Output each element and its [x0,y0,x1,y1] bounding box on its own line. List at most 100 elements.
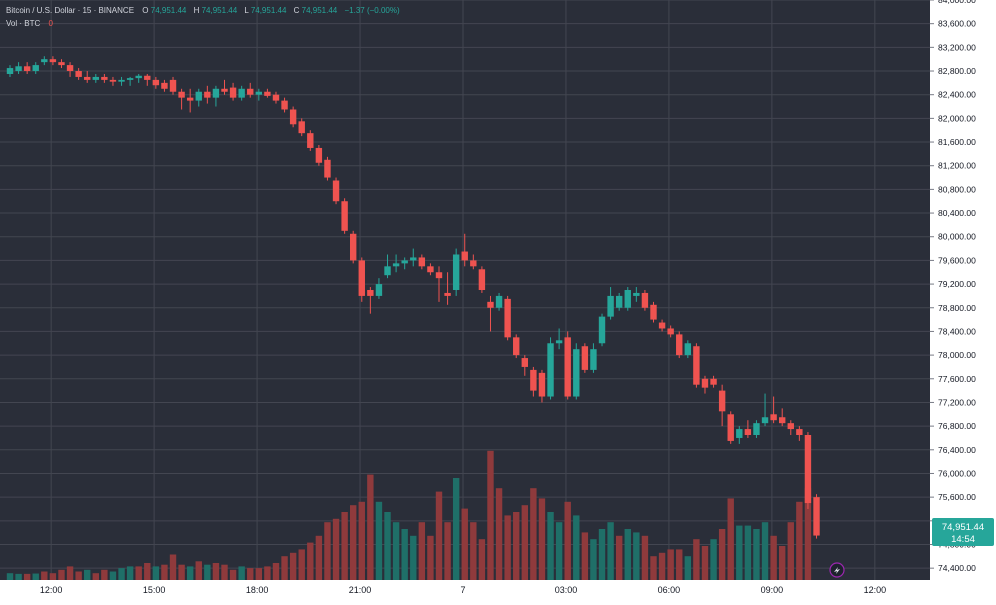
volume-bar [109,571,117,580]
candle-body [152,79,160,86]
candle-body [530,369,537,391]
candle-body [264,91,271,96]
volume-bar [255,568,263,580]
volume-bar [779,546,786,580]
x-tick-label: 06:00 [658,585,681,595]
y-tick-label: 82,400.00 [938,90,976,100]
y-tick-label: 78,800.00 [938,303,976,313]
candle-body [487,301,494,308]
candle-body [229,87,237,98]
volume-bar [452,478,460,580]
volume-bar [66,566,74,580]
candle-body [461,251,468,261]
volume-bar [341,512,348,580]
candle-body [573,349,580,397]
candle-body [58,62,65,66]
volume-bar [41,571,48,580]
volume-bar [247,568,254,580]
candle-body [564,337,571,397]
candle-body [144,75,151,80]
candle-body [701,378,709,388]
volume-bar [796,501,803,580]
candle-body [178,91,185,98]
legend-high-label: H [194,6,200,15]
candle-body [375,284,383,296]
candle-body [667,328,674,335]
candle-body [538,372,546,397]
volume-bar [307,542,314,580]
y-tick-label: 82,800.00 [938,66,976,76]
volume-bar [555,522,563,580]
volume-bar [49,573,57,580]
candle-body [444,292,451,296]
candle-body [693,346,700,385]
candle-body [186,97,194,101]
candle-body [204,91,211,98]
volume-bar [384,512,391,580]
legend-low-value: 74,951.44 [251,6,287,15]
candle-body [118,79,125,82]
volume-bar [658,552,666,580]
candle-body [581,346,589,370]
volume-bar [92,573,99,580]
volume-bar [718,529,726,580]
volume-bar [212,563,220,580]
volume-bar [641,535,649,580]
y-tick-label: 77,200.00 [938,397,976,407]
candle-body [633,292,640,296]
volume-bar [504,515,511,580]
volume-bar [470,522,477,580]
volume-bar [418,522,426,580]
candle-body [401,260,408,264]
volume-bar [32,573,39,580]
y-tick-label: 83,200.00 [938,42,976,52]
candles [6,56,820,539]
volume-bar [204,564,211,580]
x-tick-label: 09:00 [761,585,784,595]
candle-body [641,292,649,308]
volume-bar [753,529,760,580]
volume-bar [324,522,331,580]
volume-bar [375,501,383,580]
candle-body [804,435,812,504]
candle-body [392,263,400,267]
volume-bar [581,532,589,580]
volume-bar [615,535,623,580]
volume-bar [667,549,674,580]
candle-body [615,295,623,308]
candle-body [109,79,117,82]
volume-bar [178,564,185,580]
candle-body [195,91,202,101]
candle-body [358,260,365,296]
y-tick-label: 79,200.00 [938,279,976,289]
y-tick-label: 78,400.00 [938,326,976,336]
candle-body [212,88,220,98]
candle-body [718,390,726,412]
candle-body [272,94,280,101]
legend-row-2: Vol · BTC 0 [6,19,53,28]
volume-bar [332,518,340,580]
volume-bar [804,488,812,580]
legend-close-label: C [294,6,300,15]
replay-icon[interactable] [829,562,845,578]
y-tick-label: 74,400.00 [938,563,976,573]
candle-body [813,497,820,536]
candle-body [384,266,391,276]
volume-bar [367,474,374,580]
candle-body [598,316,606,344]
volume-bar [298,549,305,580]
candle-body [676,334,683,356]
y-tick-label: 78,000.00 [938,350,976,360]
volume-bar [264,566,271,580]
x-tick-label: 03:00 [555,585,578,595]
legend-open-value: 74,951.44 [151,6,187,15]
volume-bar [350,505,357,580]
candle-body [607,295,614,317]
x-tick-label: 18:00 [246,585,269,595]
legend-low-label: L [244,6,249,15]
volume-bar [513,512,520,580]
volume-bar [693,539,700,580]
time-axis[interactable]: 12:00 15:00 18:00 21:00 7 03:00 06:00 09:00 12:0… [40,585,886,595]
